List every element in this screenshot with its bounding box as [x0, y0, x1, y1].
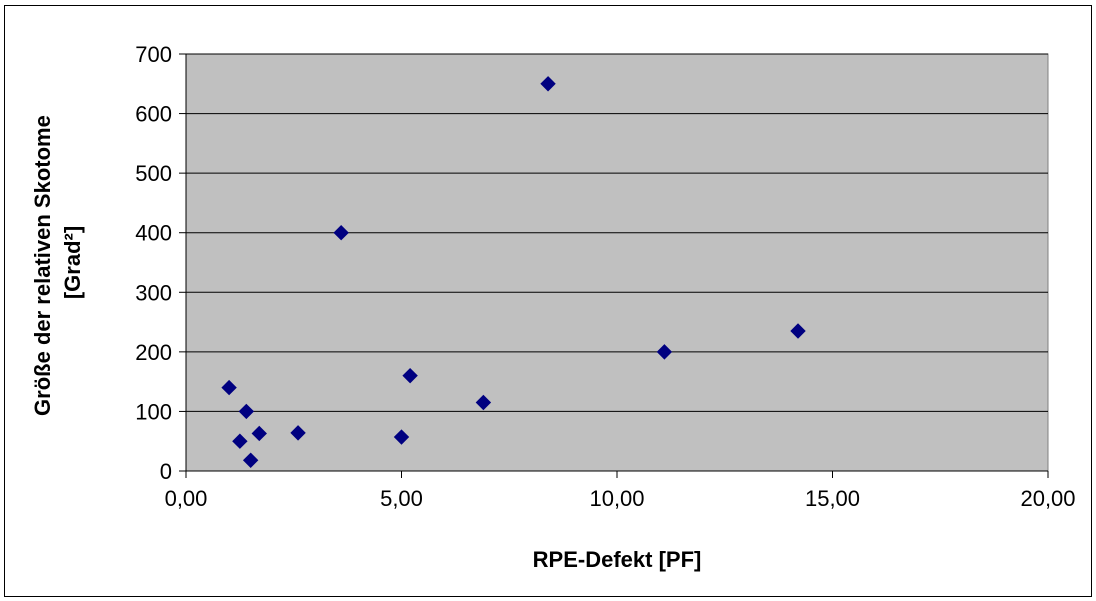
y-tick-label: 300 [135, 280, 172, 305]
plot-area [186, 54, 1048, 471]
y-tick-label: 700 [135, 42, 172, 67]
y-tick-label: 200 [135, 340, 172, 365]
x-tick-label: 0,00 [165, 486, 208, 511]
x-tick-label: 5,00 [380, 486, 423, 511]
x-axis-title: RPE-Defekt [PF] [533, 547, 702, 572]
y-axis-title-line-1: Größe der relativen Skotome [30, 115, 55, 416]
y-axis-title: Größe der relativen Skotome [Grad²] [30, 109, 85, 416]
x-tick-labels: 0,00 5,00 10,00 15,00 20,00 [165, 486, 1076, 511]
y-axis-title-line-2: [Grad²] [60, 226, 85, 299]
x-tick-label: 15,00 [805, 486, 860, 511]
x-tick-label: 10,00 [589, 486, 644, 511]
y-tick-label: 0 [160, 459, 172, 484]
y-tick-label: 500 [135, 161, 172, 186]
y-tick-labels: 0 100 200 300 400 500 600 700 [135, 42, 172, 484]
x-tick-label: 20,00 [1020, 486, 1075, 511]
y-tick-label: 600 [135, 102, 172, 127]
y-tick-label: 400 [135, 221, 172, 246]
y-tick-label: 100 [135, 399, 172, 424]
